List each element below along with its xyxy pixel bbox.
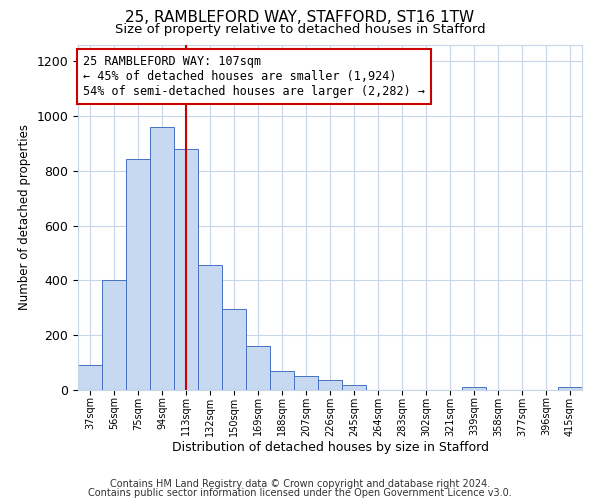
Y-axis label: Number of detached properties: Number of detached properties — [18, 124, 31, 310]
Bar — [102, 280, 126, 390]
X-axis label: Distribution of detached houses by size in Stafford: Distribution of detached houses by size … — [172, 441, 488, 454]
Text: Contains HM Land Registry data © Crown copyright and database right 2024.: Contains HM Land Registry data © Crown c… — [110, 479, 490, 489]
Bar — [270, 371, 294, 390]
Bar — [318, 380, 342, 390]
Bar — [78, 366, 102, 390]
Bar — [174, 149, 198, 390]
Bar — [222, 309, 246, 390]
Bar — [150, 127, 174, 390]
Bar — [294, 376, 318, 390]
Bar — [246, 346, 270, 390]
Bar — [126, 158, 150, 390]
Text: Size of property relative to detached houses in Stafford: Size of property relative to detached ho… — [115, 22, 485, 36]
Bar — [342, 385, 366, 390]
Bar — [462, 388, 486, 390]
Text: 25 RAMBLEFORD WAY: 107sqm
← 45% of detached houses are smaller (1,924)
54% of se: 25 RAMBLEFORD WAY: 107sqm ← 45% of detac… — [83, 56, 425, 98]
Bar — [198, 266, 222, 390]
Text: Contains public sector information licensed under the Open Government Licence v3: Contains public sector information licen… — [88, 488, 512, 498]
Bar — [558, 388, 582, 390]
Text: 25, RAMBLEFORD WAY, STAFFORD, ST16 1TW: 25, RAMBLEFORD WAY, STAFFORD, ST16 1TW — [125, 10, 475, 25]
